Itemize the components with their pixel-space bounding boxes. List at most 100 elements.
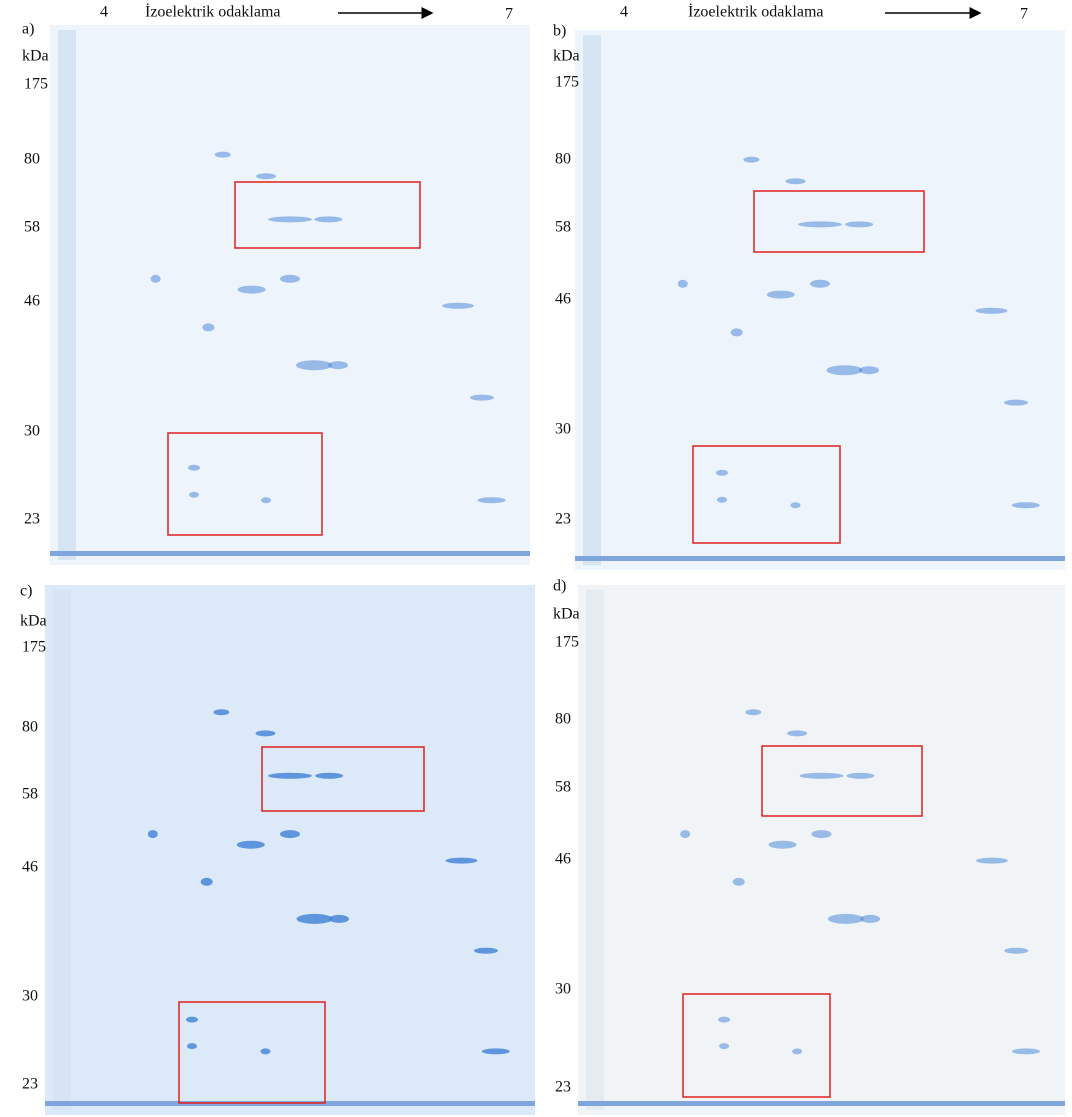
gel <box>578 585 1065 1115</box>
protein-spot <box>786 178 806 184</box>
protein-spot <box>716 470 728 476</box>
mw-marker: 58 <box>22 786 38 803</box>
ph-start: 4 <box>100 4 108 21</box>
protein-spot <box>256 730 276 736</box>
protein-spot <box>731 328 743 336</box>
protein-spot <box>798 221 842 227</box>
protein-spot <box>151 275 161 283</box>
protein-spot <box>442 303 474 309</box>
gel-panel <box>575 30 1065 570</box>
panel-label: d) <box>553 578 566 595</box>
mw-marker: 80 <box>555 711 571 728</box>
protein-spot <box>482 1048 510 1054</box>
mw-marker: 30 <box>555 981 571 998</box>
marker-lane <box>583 35 601 565</box>
unit-label: kDa <box>22 48 49 65</box>
marker-lane <box>586 590 604 1110</box>
protein-spot <box>1004 400 1028 406</box>
protein-spot <box>268 773 312 779</box>
protein-spot <box>213 709 229 715</box>
protein-spot <box>859 366 879 374</box>
protein-spot <box>791 502 801 508</box>
protein-spot <box>268 216 312 222</box>
protein-spot <box>446 858 478 864</box>
mw-marker: 46 <box>555 851 571 868</box>
protein-spot <box>1004 948 1028 954</box>
mw-marker: 23 <box>24 511 40 528</box>
mw-marker: 30 <box>555 421 571 438</box>
protein-spot <box>148 830 158 838</box>
protein-spot <box>846 773 874 779</box>
protein-spot <box>792 1048 802 1054</box>
mw-marker: 30 <box>24 423 40 440</box>
protein-spot <box>470 395 494 401</box>
mw-marker: 46 <box>24 293 40 310</box>
gel-panel <box>45 585 535 1115</box>
protein-spot <box>827 365 863 375</box>
panel-label: a) <box>22 21 34 38</box>
protein-spot <box>261 1048 271 1054</box>
gel-front <box>575 556 1065 561</box>
protein-spot <box>237 841 265 849</box>
protein-spot <box>1012 502 1040 508</box>
mw-marker: 30 <box>22 988 38 1005</box>
protein-spot <box>215 152 231 158</box>
mw-marker: 80 <box>24 151 40 168</box>
protein-spot <box>329 915 349 923</box>
protein-spot <box>733 878 745 886</box>
protein-spot <box>812 830 832 838</box>
panel-label: b) <box>553 23 566 40</box>
gel <box>50 25 530 565</box>
figure: a) kDa 175 80 58 46 30 23 4 İzoelektrik odaklama 7… <box>0 0 1072 1117</box>
protein-spot <box>743 157 759 163</box>
mw-marker: 175 <box>24 76 48 93</box>
protein-spot <box>769 841 797 849</box>
protein-spot <box>478 497 506 503</box>
mw-marker: 80 <box>555 151 571 168</box>
mw-marker: 58 <box>24 219 40 236</box>
protein-spot <box>680 830 690 838</box>
protein-spot <box>189 492 199 498</box>
protein-spot <box>717 497 727 503</box>
protein-spot <box>238 286 266 294</box>
gel-front <box>50 551 530 556</box>
mw-marker: 58 <box>555 219 571 236</box>
protein-spot <box>976 858 1008 864</box>
protein-spot <box>280 830 300 838</box>
unit-label: kDa <box>553 48 580 65</box>
protein-spot <box>718 1017 730 1023</box>
protein-spot <box>188 465 200 471</box>
unit-label: kDa <box>20 613 47 630</box>
protein-spot <box>256 173 276 179</box>
axis-title: İzoelektrik odaklama <box>688 3 824 21</box>
mw-marker: 175 <box>555 634 579 651</box>
marker-lane <box>53 590 71 1110</box>
protein-spot <box>976 308 1008 314</box>
panel-label: c) <box>20 583 32 600</box>
protein-spot <box>280 275 300 283</box>
protein-spot <box>860 915 880 923</box>
protein-spot <box>314 216 342 222</box>
ph-end: 7 <box>505 6 513 23</box>
protein-spot <box>745 709 761 715</box>
protein-spot <box>800 773 844 779</box>
gel <box>45 585 535 1115</box>
protein-spot <box>261 497 271 503</box>
mw-marker: 175 <box>555 74 579 91</box>
gel-front <box>578 1101 1065 1106</box>
protein-spot <box>186 1017 198 1023</box>
protein-spot <box>328 361 348 369</box>
protein-spot <box>296 360 332 370</box>
ph-end: 7 <box>1020 6 1028 23</box>
protein-spot <box>202 323 214 331</box>
protein-spot <box>719 1043 729 1049</box>
marker-lane <box>58 30 76 560</box>
unit-label: kDa <box>553 606 580 623</box>
protein-spot <box>474 948 498 954</box>
mw-marker: 46 <box>555 291 571 308</box>
protein-spot <box>187 1043 197 1049</box>
mw-marker: 80 <box>22 719 38 736</box>
protein-spot <box>828 914 864 924</box>
protein-spot <box>201 878 213 886</box>
gel-panel <box>578 585 1065 1115</box>
